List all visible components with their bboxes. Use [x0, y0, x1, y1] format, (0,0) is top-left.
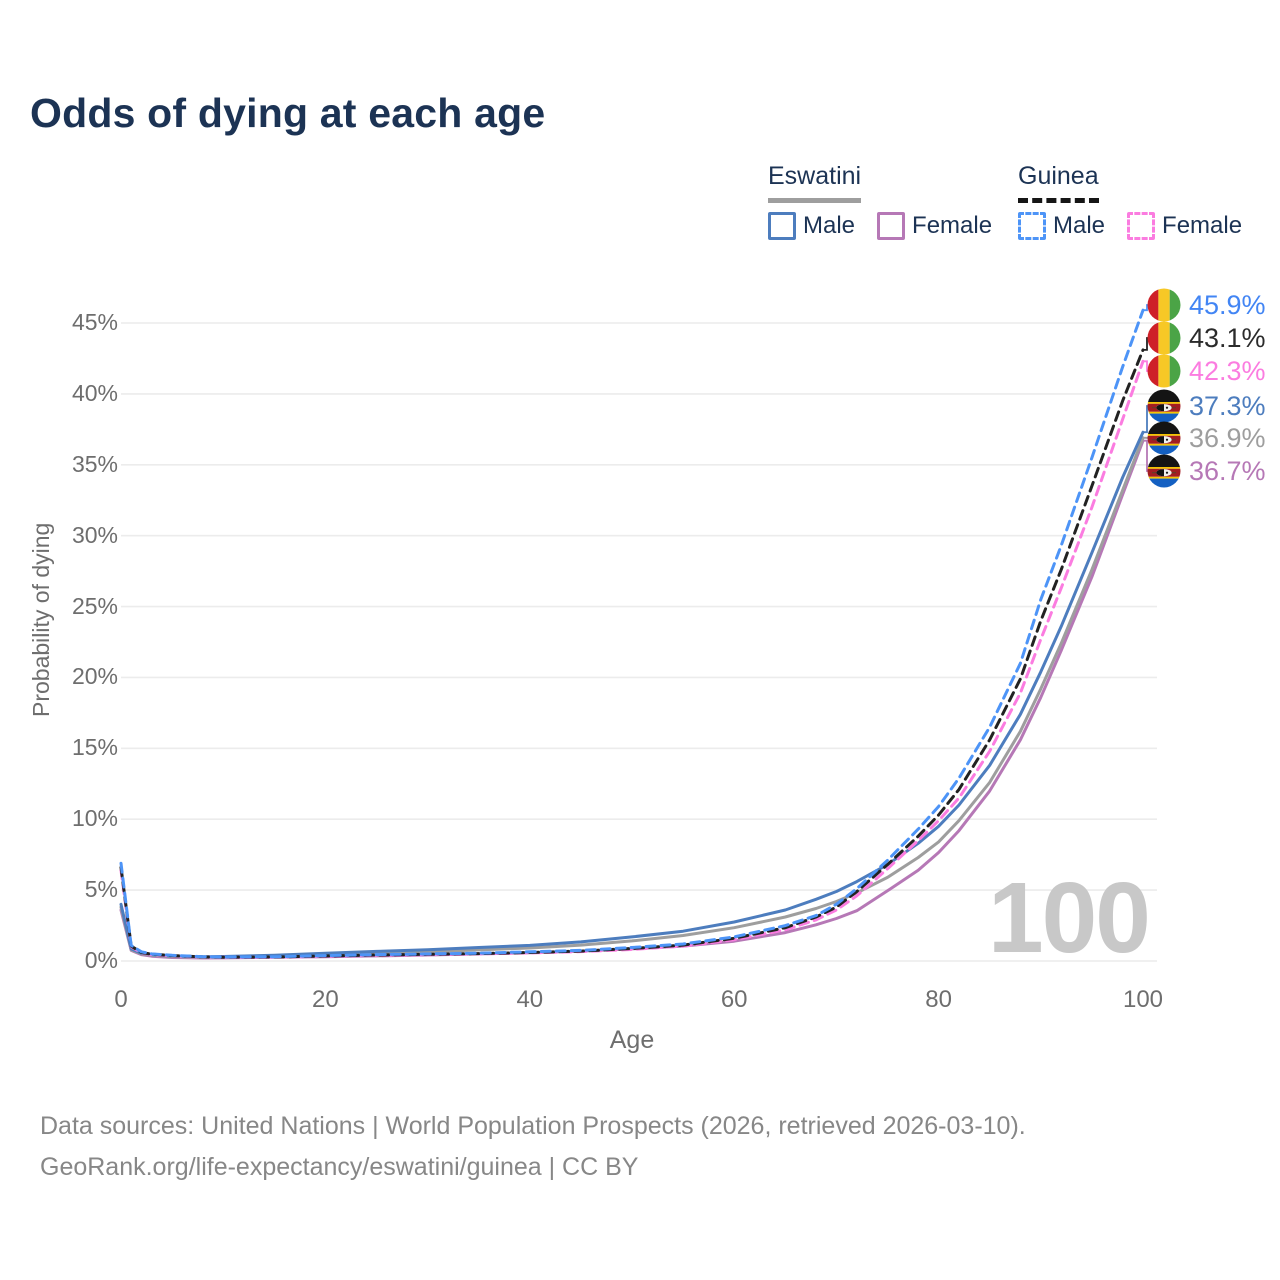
guinea-flag-icon — [1147, 354, 1181, 388]
y-tick-25: 25% — [71, 592, 118, 619]
legend-eswatini-name[interactable]: Eswatini — [768, 162, 862, 203]
y-tick-5: 5% — [84, 876, 118, 903]
legend-item-label: Female — [912, 212, 993, 239]
eswatini-female-swatch-icon — [877, 212, 906, 240]
y-tick-10: 10% — [71, 805, 118, 832]
data-source-footer: Data sources: United Nations | World Pop… — [40, 1106, 1026, 1188]
legend-item-guinea-male[interactable]: Male — [1018, 212, 1105, 240]
end-label-guinea-male: 45.9% — [1147, 288, 1266, 322]
legend-group-guinea: Guinea Male Female — [1018, 162, 1242, 240]
age-counter-watermark: 100 — [988, 862, 1151, 974]
end-label-eswatini-both: 36.9% — [1147, 421, 1266, 455]
y-tick-45: 45% — [71, 309, 118, 335]
series-line-guinea-male[interactable] — [119, 308, 1145, 959]
x-tick-100: 100 — [1122, 986, 1164, 1013]
y-tick-40: 40% — [71, 379, 118, 406]
legend-item-eswatini-female[interactable]: Female — [877, 212, 992, 240]
guinea-flag-icon — [1147, 288, 1181, 322]
legend-group-eswatini: Eswatini Male Female — [768, 162, 992, 240]
end-label-guinea-female: 42.3% — [1147, 354, 1266, 388]
page-title: Odds of dying at each age — [30, 90, 546, 136]
x-tick-80: 80 — [925, 986, 952, 1013]
eswatini-male-swatch-icon — [768, 212, 796, 240]
legend-item-label: Female — [1162, 212, 1243, 239]
legend-item-label: Male — [1053, 212, 1106, 239]
end-value: 36.9% — [1189, 422, 1266, 453]
guinea-female-swatch-icon — [1127, 212, 1156, 240]
guinea-flag-icon — [1147, 321, 1181, 355]
end-value: 36.7% — [1189, 455, 1266, 486]
x-tick-40: 40 — [516, 986, 544, 1013]
y-tick-15: 15% — [71, 734, 118, 761]
footer-line-2[interactable]: GeoRank.org/life-expectancy/eswatini/gui… — [40, 1153, 639, 1181]
legend-item-eswatini-male[interactable]: Male — [768, 212, 855, 240]
end-label-eswatini-male: 37.3% — [1147, 389, 1266, 423]
y-axis-title: Probability of dying — [28, 522, 54, 718]
eswatini-flag-icon — [1147, 421, 1181, 455]
legend-item-guinea-female[interactable]: Female — [1127, 212, 1242, 240]
y-tick-35: 35% — [71, 450, 118, 477]
y-tick-0: 0% — [84, 947, 118, 973]
end-label-guinea-both: 43.1% — [1147, 321, 1266, 355]
footer-line-1: Data sources: United Nations | World Pop… — [40, 1112, 1026, 1140]
end-value: 43.1% — [1189, 322, 1266, 353]
eswatini-flag-icon — [1147, 454, 1181, 488]
end-value: 42.3% — [1189, 355, 1266, 386]
y-tick-20: 20% — [71, 663, 118, 690]
x-axis-title: Age — [609, 1026, 655, 1054]
x-tick-0: 0 — [114, 986, 128, 1013]
end-value: 37.3% — [1189, 390, 1266, 421]
eswatini-flag-icon — [1147, 389, 1181, 423]
legend-guinea-name[interactable]: Guinea — [1018, 162, 1099, 203]
x-tick-20: 20 — [312, 986, 339, 1013]
legend-item-label: Male — [803, 212, 856, 239]
end-label-eswatini-female: 36.7% — [1147, 454, 1266, 488]
y-tick-30: 30% — [71, 521, 118, 548]
x-tick-60: 60 — [720, 986, 748, 1013]
guinea-male-swatch-icon — [1018, 212, 1046, 240]
end-value: 45.9% — [1189, 289, 1266, 320]
